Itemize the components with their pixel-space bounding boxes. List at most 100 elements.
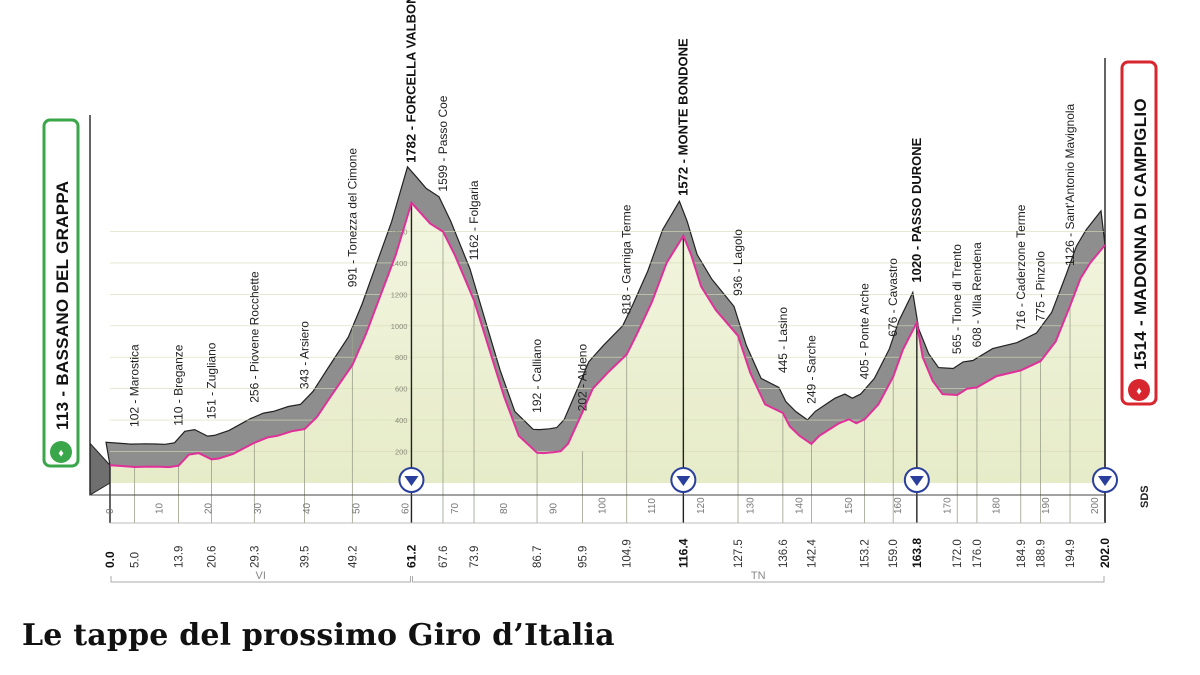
- km-label: 67.6: [438, 546, 450, 568]
- x-tick-label: 200: [1090, 497, 1101, 514]
- stage-profile-chart: 200 400 600 800 1000 1200 1400 1600 0 10 20 30 40 50…: [42, 0, 1158, 583]
- km-label: 172.0: [952, 539, 964, 568]
- elevation-gridlines: 200 400 600 800 1000 1200 1400 1600: [110, 227, 1105, 457]
- km-label: 116.4: [676, 538, 690, 568]
- x-tick-label: 150: [844, 497, 855, 514]
- x-tick-label: 20: [204, 502, 215, 514]
- location-label: 249 - Sarche: [804, 335, 818, 404]
- km-label: 5.0: [130, 552, 142, 568]
- location-label: 936 - Lagolo: [731, 229, 745, 296]
- location-label: 565 - Tione di Trento: [950, 244, 964, 354]
- location-label: 716 - Caderzone Terme: [1014, 204, 1028, 330]
- location-label: 102 - Marostica: [128, 344, 142, 427]
- location-lines: [89, 58, 1106, 523]
- summit-marker-arrow: [909, 476, 924, 486]
- location-label: 1782 - FORCELLA VALBONA: [403, 0, 418, 163]
- finish-bike-glyph: ♦: [1136, 386, 1142, 398]
- x-tick-label: 180: [992, 497, 1003, 514]
- finish-label: 1514 - MADONNA DI CAMPIGLIO: [1131, 98, 1150, 370]
- start-label: 113 - BASSANO DEL GRAPPA: [53, 181, 72, 430]
- location-labels: 102 - Marostica 110 - Breganze 151 - Zugli…: [128, 0, 1077, 427]
- location-label: 151 - Zugliano: [204, 342, 218, 419]
- km-label: 188.9: [1035, 539, 1047, 568]
- km-labels: 0.0 5.0 13.9 20.6 29.3 39.5 49.2 61.2 67.6 73.9 86…: [103, 538, 1112, 568]
- km-label: 20.6: [206, 546, 218, 568]
- x-axis-ticks: 0 10 20 30 40 50 60 70 80 90 100 110 120 130 140 150 160…: [105, 497, 1105, 524]
- y-tick-label: 1600: [391, 227, 408, 236]
- x-tick-label: 190: [1041, 497, 1052, 514]
- km-label: 29.3: [249, 546, 261, 568]
- km-label: 95.9: [577, 546, 589, 568]
- km-label: 176.0: [972, 539, 984, 568]
- region-label: TN: [751, 570, 766, 582]
- x-tick-label: 100: [598, 497, 609, 514]
- y-tick-label: 400: [395, 416, 408, 425]
- location-label: 405 - Ponte Arche: [858, 283, 872, 379]
- summit-marker-arrow: [404, 476, 419, 486]
- location-label: 192 - Calliano: [530, 338, 544, 412]
- km-label: 104.9: [622, 539, 634, 568]
- x-tick-label: 60: [401, 502, 412, 514]
- km-label: 86.7: [532, 546, 544, 568]
- km-label: 163.8: [910, 538, 924, 568]
- region-bracket: [110, 576, 411, 583]
- km-label: 184.9: [1016, 539, 1028, 568]
- x-tick-label: 130: [745, 497, 756, 514]
- location-label: 202 - Aldeno: [575, 344, 589, 412]
- x-tick-label: 140: [795, 497, 806, 514]
- km-label: 13.9: [173, 546, 185, 568]
- km-label: 136.6: [778, 539, 790, 568]
- x-tick-label: 120: [696, 497, 707, 514]
- x-tick-label: 50: [351, 502, 362, 514]
- km-label: 49.2: [347, 546, 359, 568]
- location-label: 818 - Garniga Terme: [620, 204, 634, 314]
- x-tick-label: 10: [154, 502, 165, 514]
- start-badge: ♦ 113 - BASSANO DEL GRAPPA: [42, 118, 80, 468]
- x-tick-label: 160: [893, 497, 904, 514]
- profile-line: [109, 200, 1106, 469]
- km-label: 127.5: [733, 539, 745, 568]
- summit-marker-arrow: [676, 476, 691, 486]
- x-tick-label: 30: [253, 502, 264, 514]
- profile-area: [110, 202, 1105, 484]
- location-label: 343 - Arsiero: [298, 321, 312, 389]
- y-tick-label: 800: [395, 353, 408, 362]
- finish-badge: ♦ 1514 - MADONNA DI CAMPIGLIO: [1120, 60, 1158, 406]
- km-label: 142.4: [806, 539, 818, 568]
- x-tick-label: 70: [450, 502, 461, 514]
- x-tick-label: 40: [302, 502, 313, 514]
- location-label: 676 - Cavastro: [886, 258, 900, 337]
- location-label: 775 - Pinzolo: [1033, 251, 1047, 321]
- page-caption: Le tappe del prossimo Giro d’Italia: [22, 618, 615, 653]
- location-label: 1572 - MONTE BONDONE: [675, 38, 690, 196]
- location-label: 991 - Tonezza del Cimone: [345, 148, 359, 288]
- x-tick-label: 170: [942, 497, 953, 514]
- x-tick-label: 90: [548, 502, 559, 514]
- summit-marker-arrow: [1098, 476, 1112, 486]
- y-tick-label: 200: [395, 448, 408, 457]
- brand-logo: SDS: [1139, 485, 1151, 508]
- km-label: 73.9: [469, 546, 481, 568]
- region-brackets: VI TN: [110, 570, 1105, 583]
- start-badge-frame: [42, 118, 80, 468]
- y-tick-label: 1400: [391, 259, 408, 268]
- km-label: 61.2: [404, 544, 418, 568]
- finish-badge-frame: [1120, 60, 1158, 406]
- y-tick-label: 1000: [391, 322, 408, 331]
- location-label: 110 - Breganze: [171, 344, 185, 425]
- start-bike-icon: [50, 441, 72, 463]
- location-label: 1126 - Sant'Antonio Mavignola: [1063, 103, 1077, 266]
- location-label: 256 - Piovene Rocchette: [247, 271, 261, 403]
- location-label: 1162 - Folgaria: [467, 180, 481, 260]
- km-label: 153.2: [860, 539, 872, 568]
- location-label: 445 - Lasino: [776, 307, 790, 373]
- start-bike-glyph: ♦: [58, 448, 64, 460]
- region-label: VI: [256, 570, 266, 582]
- y-tick-label: 600: [395, 385, 408, 394]
- location-label: 608 - Villa Rendena: [970, 242, 984, 348]
- km-label: 39.5: [300, 546, 312, 568]
- x-tick-label: 80: [499, 502, 510, 514]
- x-tick-label: 110: [647, 498, 658, 514]
- location-label: 1599 - Passo Coe: [436, 95, 450, 191]
- km-label: 194.9: [1065, 539, 1077, 568]
